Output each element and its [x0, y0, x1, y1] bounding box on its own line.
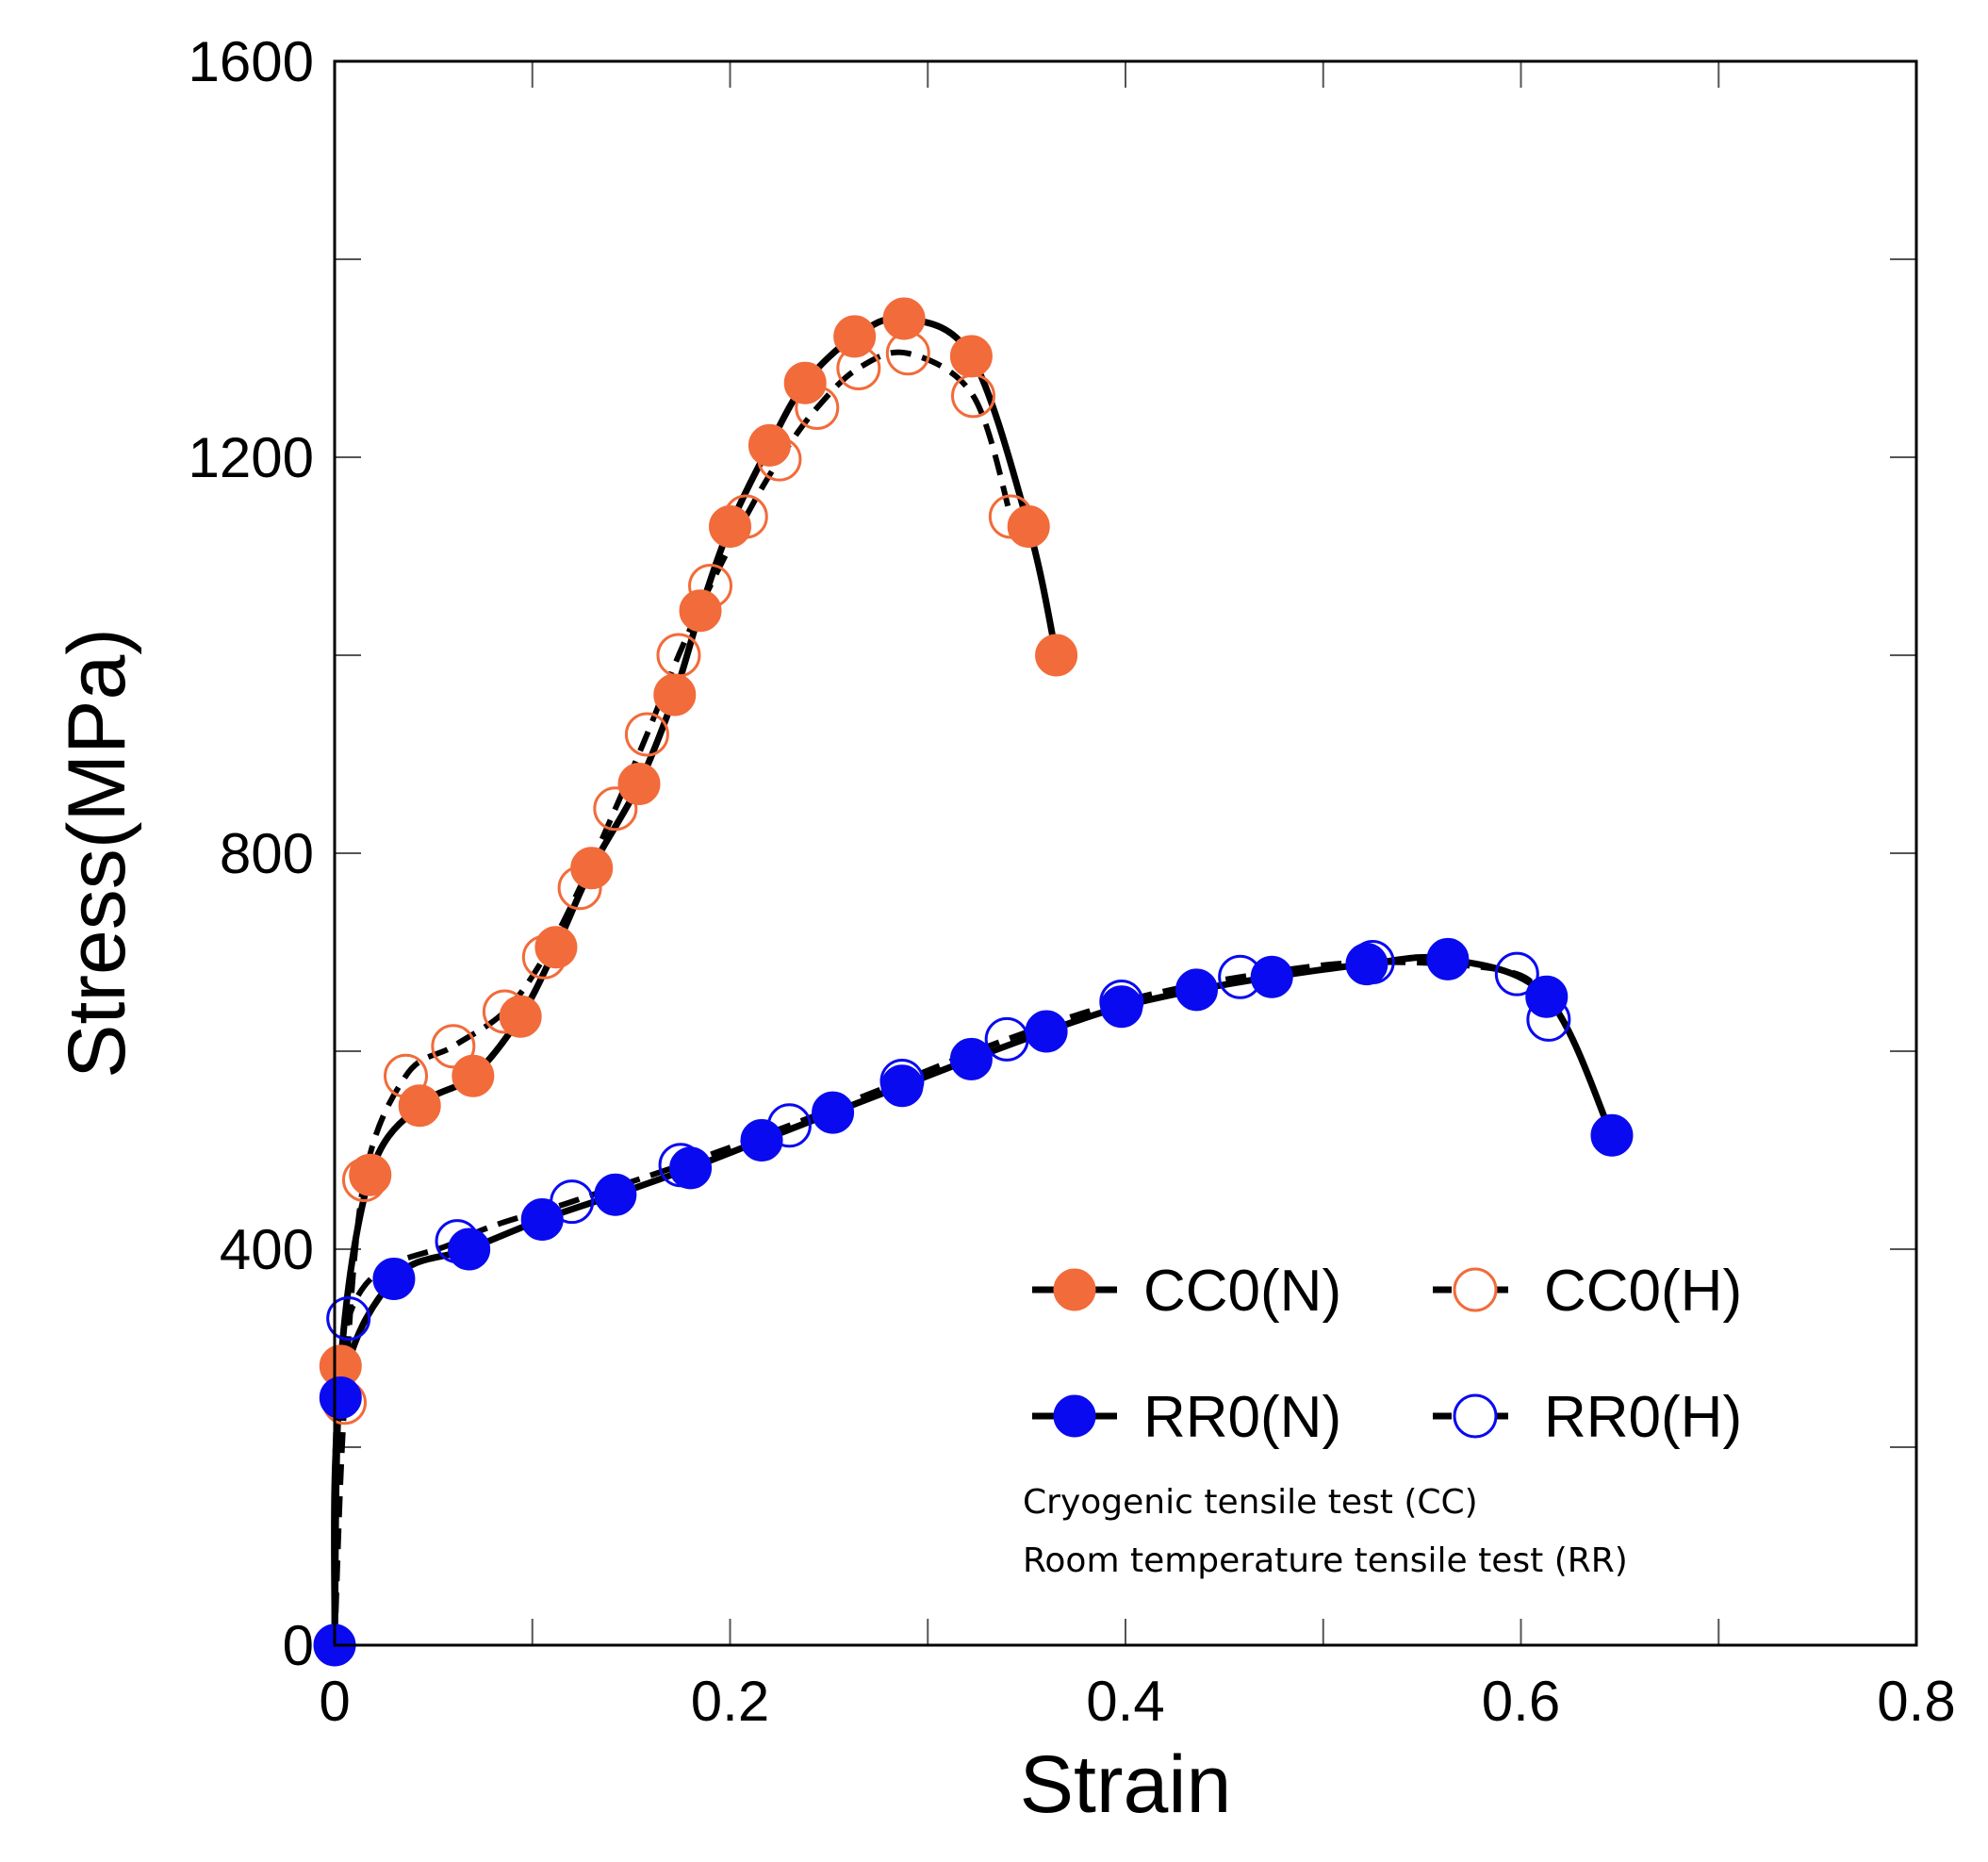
- point-rr0-n: [1025, 1010, 1068, 1053]
- x-tick-label: 0.8: [1877, 1670, 1955, 1733]
- point-cc0-n: [617, 763, 661, 805]
- point-cc0-h: [723, 494, 768, 539]
- point-cc0-h: [482, 989, 527, 1034]
- point-cc0-h: [795, 386, 840, 430]
- legend-item-rr0-n: RR0(N): [1032, 1385, 1341, 1450]
- x-tick-label: 0.2: [691, 1670, 769, 1733]
- legend-item-rr0-h: RR0(H): [1433, 1385, 1742, 1450]
- legend-marker-rr0-n: [1053, 1394, 1096, 1438]
- legend: CC0(N) CC0(H) RR0(N) RR0(H): [1032, 1259, 1742, 1450]
- legend-item-cc0-h: CC0(H): [1433, 1259, 1742, 1324]
- point-rr0-h: [1494, 951, 1539, 997]
- point-cc0-n: [349, 1153, 392, 1196]
- point-rr0-n: [372, 1258, 416, 1300]
- point-rr0-n: [740, 1119, 783, 1162]
- point-cc0-n: [709, 505, 751, 548]
- legend-item-cc0-n: CC0(N): [1032, 1259, 1341, 1324]
- point-rr0-n: [1175, 968, 1219, 1012]
- point-rr0-n: [594, 1173, 637, 1216]
- point-cc0-h: [341, 1158, 386, 1202]
- minor-ticks: [531, 61, 1720, 1645]
- point-rr0-h: [550, 1179, 595, 1225]
- x-tick-labels: 0 0.2 0.4 0.6 0.8: [319, 1670, 1955, 1733]
- point-rr0-h: [1526, 997, 1571, 1042]
- point-rr0-h: [658, 1143, 703, 1188]
- point-cc0-h: [950, 373, 995, 419]
- curve-cc0-h: [332, 349, 1014, 1646]
- point-cc0-n: [534, 926, 578, 969]
- point-cc0-n: [1035, 634, 1078, 677]
- y-tick-label: 800: [220, 822, 314, 885]
- point-cc0-h: [521, 934, 567, 980]
- point-cc0-n: [499, 995, 542, 1038]
- point-cc0-n: [833, 315, 877, 358]
- curve-cc0-n: [331, 314, 1060, 1646]
- x-tick-label: 0.6: [1482, 1670, 1560, 1733]
- x-tick-label: 0.4: [1086, 1670, 1164, 1733]
- point-cc0-h: [656, 633, 701, 678]
- point-cc0-h: [431, 1024, 476, 1069]
- y-tick-label: 400: [220, 1218, 314, 1281]
- point-cc0-n: [882, 297, 926, 340]
- point-cc0-n: [653, 673, 697, 717]
- y-axis-title: Stress(MPa): [52, 628, 142, 1079]
- plot-frame: [333, 59, 1918, 1647]
- point-cc0-h: [757, 437, 802, 482]
- point-cc0-n: [452, 1054, 495, 1097]
- legend-label-rr0-n: RR0(N): [1143, 1385, 1341, 1450]
- point-rr0-n: [949, 1037, 993, 1080]
- point-rr0-h: [1218, 954, 1263, 999]
- legend-label-rr0-h: RR0(H): [1544, 1385, 1742, 1450]
- point-cc0-h: [885, 331, 930, 376]
- point-rr0-h: [879, 1059, 925, 1103]
- point-rr0-h: [1099, 980, 1144, 1024]
- point-cc0-h: [624, 712, 669, 757]
- point-cc0-h: [384, 1053, 429, 1098]
- point-cc0-n: [949, 335, 993, 378]
- y-tick-labels: 0 400 800 1200 1600: [189, 30, 314, 1677]
- point-rr0-n: [1250, 955, 1293, 998]
- x-axis-title: Strain: [1020, 1739, 1232, 1830]
- point-rr0-n: [319, 1376, 362, 1419]
- y-tick-label: 0: [283, 1614, 314, 1677]
- legend-label-cc0-n: CC0(N): [1143, 1259, 1341, 1324]
- point-rr0-h: [766, 1103, 812, 1148]
- point-cc0-h: [688, 564, 733, 608]
- y-tick-label: 1200: [189, 426, 314, 489]
- point-rr0-h: [984, 1016, 1029, 1062]
- point-cc0-n: [748, 423, 791, 467]
- fitted-curves: [331, 314, 1616, 1646]
- point-cc0-n: [783, 361, 827, 404]
- legend-marker-rr0-h: [1453, 1393, 1498, 1439]
- legend-label-cc0-h: CC0(H): [1544, 1259, 1742, 1324]
- y-tick-label: 1600: [189, 30, 314, 93]
- point-cc0-h: [557, 865, 602, 911]
- annotation-cryogenic: Cryogenic tensile test (CC): [1023, 1483, 1478, 1522]
- point-cc0-h: [988, 494, 1033, 539]
- point-cc0-h: [836, 346, 881, 390]
- point-rr0-n: [520, 1198, 564, 1241]
- point-rr0-n: [812, 1091, 855, 1134]
- point-cc0-h: [593, 786, 638, 832]
- x-tick-label: 0: [319, 1670, 350, 1733]
- point-rr0-h: [326, 1296, 371, 1341]
- point-rr0-h: [435, 1219, 480, 1264]
- point-rr0-n: [1426, 937, 1470, 980]
- point-rr0-n: [448, 1228, 491, 1271]
- point-rr0-h: [1350, 940, 1395, 984]
- annotation-room-temperature: Room temperature tensile test (RR): [1023, 1541, 1628, 1580]
- data-points: [313, 297, 1634, 1667]
- legend-marker-cc0-n: [1053, 1268, 1096, 1311]
- legend-marker-cc0-h: [1453, 1267, 1498, 1312]
- point-rr0-n: [1590, 1113, 1634, 1157]
- point-cc0-n: [679, 589, 722, 633]
- point-rr0-n: [1525, 975, 1569, 1018]
